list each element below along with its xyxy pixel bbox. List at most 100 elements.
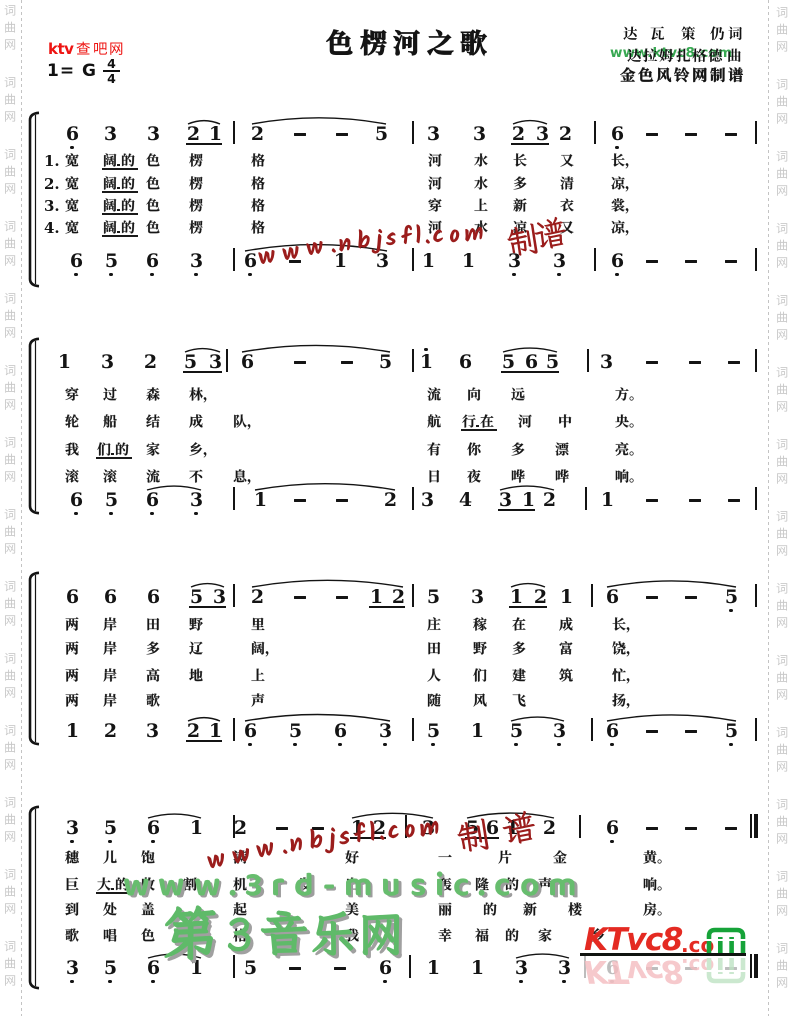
- note-digit: 6: [610, 123, 624, 145]
- song-glyph-path: [611, 198, 625, 212]
- song-glyph: [65, 469, 79, 483]
- low-octave-dot: [557, 742, 561, 746]
- side-watermark-char: [776, 150, 788, 162]
- ktv-watermark-latin: ktv: [48, 39, 74, 58]
- song-glyph: [560, 176, 574, 190]
- low-octave-dot: [615, 272, 619, 276]
- hei-glyph: [4, 597, 15, 609]
- hand-glyph: [324, 827, 335, 854]
- hei-glyph-path: [776, 743, 787, 755]
- red-watermark-char: [422, 221, 450, 249]
- side-watermark-char: [776, 743, 788, 755]
- green-watermark-char: [548, 868, 582, 902]
- song-glyph: [234, 414, 247, 428]
- hei-glyph-path: [776, 329, 787, 340]
- song-glyph: [626, 651, 630, 657]
- lyric-melisma-underline: [102, 168, 138, 171]
- duration-dash: [294, 596, 306, 600]
- low-octave-dot: [383, 979, 387, 983]
- song-glyph-path: [428, 198, 442, 212]
- song-glyph-path: [627, 48, 642, 62]
- right-dashed-border: [768, 0, 769, 1016]
- duration-dash: [336, 133, 348, 137]
- hand-glyph-path: [283, 848, 288, 854]
- hei-glyph: [776, 438, 787, 450]
- note-digit: 3: [552, 720, 566, 742]
- barline: [226, 348, 228, 372]
- lyric-char: [611, 153, 625, 167]
- note-digit: 1: [208, 123, 222, 145]
- note-digit: 3: [420, 489, 434, 511]
- lyric-char: [559, 668, 573, 682]
- notation-mark: [28, 571, 40, 746]
- hei-glyph-path: [776, 23, 787, 35]
- song-glyph-path: [65, 176, 79, 190]
- song-glyph: [345, 902, 359, 916]
- barline: [412, 348, 414, 372]
- song-glyph: [681, 26, 696, 41]
- time-signature-numerator: 4: [107, 56, 116, 71]
- hei-glyph: [776, 545, 787, 556]
- side-watermark-char: [4, 796, 16, 808]
- song-glyph-path: [189, 153, 203, 167]
- note-digit: 6: [378, 957, 392, 979]
- round-glyph: [348, 880, 373, 898]
- song-glyph-path: [559, 617, 573, 631]
- lyric-char: [427, 442, 441, 456]
- song-glyph: [121, 153, 135, 167]
- song-glyph: [103, 387, 117, 401]
- lyric-char: [103, 387, 117, 401]
- note-digit: 1: [208, 720, 222, 742]
- song-glyph-path: [612, 617, 626, 631]
- hei-glyph-path: [776, 455, 787, 467]
- lyric-char: [505, 928, 519, 942]
- lyric-char: [141, 850, 155, 864]
- song-glyph: [620, 67, 636, 82]
- note-digit: 5: [724, 586, 738, 608]
- song-glyph-path: [475, 928, 489, 942]
- song-glyph-path: [505, 928, 519, 942]
- song-glyph: [674, 67, 690, 83]
- note-digit: 3: [535, 123, 549, 145]
- lyric-melisma-underline: [461, 429, 497, 432]
- song-glyph: [625, 163, 629, 169]
- hei-glyph-path: [76, 41, 90, 55]
- song-glyph: [146, 176, 160, 190]
- song-glyph: [115, 877, 129, 891]
- hei-glyph: [4, 471, 15, 482]
- song-glyph: [65, 617, 79, 631]
- hand-glyph: [282, 245, 299, 260]
- song-glyph: [103, 176, 117, 190]
- song-glyph: [103, 928, 117, 942]
- lyric-char: [438, 928, 452, 942]
- note-digit: 3: [507, 250, 521, 272]
- song-glyph: [643, 48, 658, 63]
- lyric-char: [427, 693, 441, 707]
- song-glyph: [251, 198, 265, 212]
- song-glyph-path: [65, 198, 79, 212]
- red-watermark-char: [401, 814, 431, 844]
- hei-glyph: [776, 977, 787, 988]
- note-digit: 1: [421, 250, 435, 272]
- green-watermark-char: [494, 868, 528, 902]
- hei-glyph: [776, 905, 787, 916]
- hand-glyph-path: [416, 224, 421, 244]
- song-glyph: [710, 67, 726, 83]
- round-glyph-path: [194, 878, 219, 896]
- round-glyph-path: [478, 889, 485, 896]
- lyric-punct: [629, 387, 643, 401]
- song-glyph: [657, 911, 662, 916]
- song-glyph: [625, 230, 629, 236]
- duration-dash: [646, 133, 658, 137]
- hei-glyph: [776, 833, 787, 844]
- side-watermark-char: [776, 6, 788, 18]
- green-watermark-char: [123, 868, 157, 902]
- hei-glyph-path: [4, 292, 15, 304]
- song-glyph-path: [103, 693, 117, 707]
- song-glyph-path: [97, 442, 111, 456]
- song-glyph: [428, 198, 442, 212]
- hei-glyph: [4, 148, 15, 160]
- lyric-punct: [625, 198, 639, 214]
- hei-glyph-path: [4, 597, 15, 609]
- green-watermark-char: [271, 868, 305, 902]
